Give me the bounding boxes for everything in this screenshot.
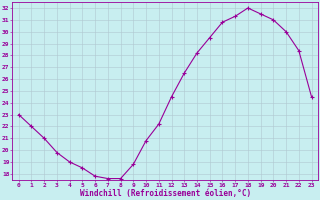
X-axis label: Windchill (Refroidissement éolien,°C): Windchill (Refroidissement éolien,°C) [80, 189, 251, 198]
